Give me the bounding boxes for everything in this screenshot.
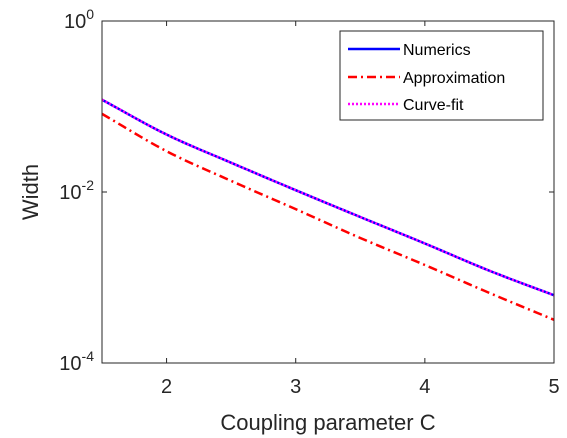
series-line-curve-fit xyxy=(101,98,555,297)
legend-label-numerics: Numerics xyxy=(403,42,471,59)
legend-label-approximation: Approximation xyxy=(403,70,505,87)
legend-label-curve-fit: Curve-fit xyxy=(403,97,464,114)
x-axis-label: Coupling parameter C xyxy=(220,410,435,435)
plot-frame xyxy=(101,20,555,364)
x-tick-label: 2 xyxy=(161,376,172,398)
y-tick-label: 100 xyxy=(64,6,94,33)
x-tick-label: 4 xyxy=(419,376,430,398)
legend: Numerics Approximation Curve-fit xyxy=(339,30,544,121)
x-tick-label: 3 xyxy=(290,376,301,398)
tick-labels-layer: 2 3 4 5 10-4 10-2 100 xyxy=(59,6,559,398)
y-axis-label: Width xyxy=(18,164,43,220)
series-line-approximation xyxy=(101,112,555,321)
y-tick-label: 10-2 xyxy=(59,177,94,204)
y-tick-label: 10-4 xyxy=(59,348,94,375)
series-layer xyxy=(101,98,555,321)
x-tick-label: 5 xyxy=(548,376,559,398)
